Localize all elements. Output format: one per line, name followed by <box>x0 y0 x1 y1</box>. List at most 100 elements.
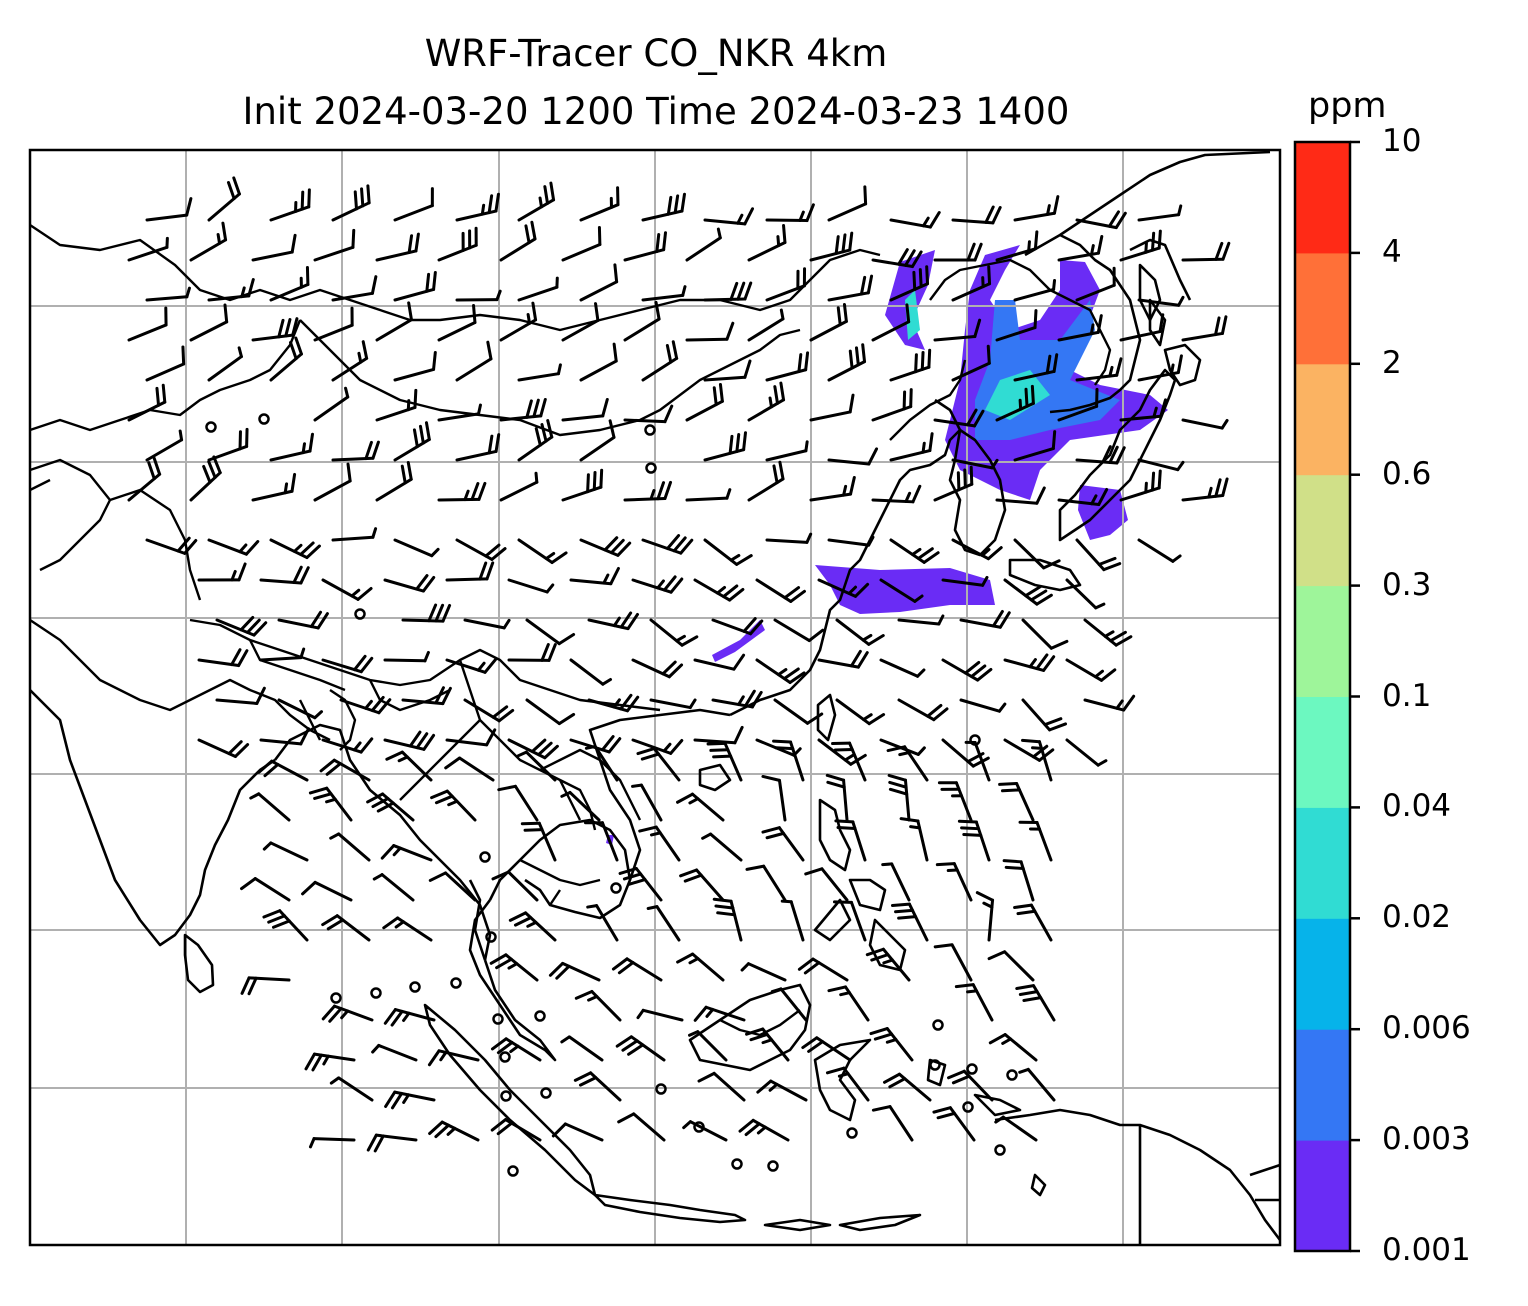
wind-barb-shaft <box>765 449 808 462</box>
wind-barb-feather <box>849 476 856 496</box>
wind-barb-feather <box>1031 744 1049 759</box>
wind-barb-feather <box>966 989 979 994</box>
wind-barb-shaft <box>579 435 616 462</box>
wind-barb-feather <box>1042 559 1061 570</box>
wind-barb-shaft <box>455 357 493 382</box>
wind-barb-feather <box>382 916 400 930</box>
wind-barb-feather <box>370 695 385 713</box>
wind-barb-feather <box>921 216 930 228</box>
colorbar-tick-label: 0.02 <box>1382 899 1452 936</box>
wind-barb-feather <box>496 1121 514 1136</box>
wind-barb-feather <box>842 302 848 323</box>
colorbar-tick-label: 0.003 <box>1382 1121 1471 1158</box>
wind-barb-feather <box>804 351 810 372</box>
wind-barb-feather <box>300 190 305 211</box>
wind-barb-feather <box>239 615 255 632</box>
wind-barb-shaft <box>437 320 477 342</box>
wind-barb-feather <box>1096 314 1103 334</box>
wind-barb-feather <box>922 551 940 564</box>
wind-barb-feather <box>230 569 237 582</box>
colorbar-segment <box>1295 142 1350 254</box>
wind-barb-feather <box>897 915 918 920</box>
calm-wind-circle <box>499 1051 511 1063</box>
wind-barb-feather <box>980 548 991 557</box>
calm-wind-circle <box>962 1101 974 1113</box>
wind-barb-shaft <box>377 1043 418 1062</box>
wind-barb-shaft <box>257 792 291 822</box>
wind-barb-feather <box>421 575 436 593</box>
wind-barb-feather <box>371 527 378 539</box>
wind-barb-feather <box>772 464 779 485</box>
wind-barb-feather <box>249 792 261 800</box>
calm-wind-circle <box>767 1160 779 1172</box>
wind-barb-feather <box>622 872 643 881</box>
wind-barb-feather <box>430 547 440 558</box>
wind-barb-feather <box>665 343 673 364</box>
wind-barb-feather <box>237 346 243 359</box>
wind-barb-feather <box>994 1115 1005 1124</box>
wind-barb-feather <box>439 1050 448 1062</box>
wind-barb-feather <box>246 618 261 634</box>
wind-barb-feather <box>966 242 976 262</box>
wind-barb-shaft <box>269 841 309 862</box>
wind-barb-feather <box>1115 357 1123 377</box>
wind-barb-feather <box>836 306 842 327</box>
wind-barb-feather <box>776 668 788 677</box>
wind-barb-feather <box>161 383 167 404</box>
wind-barb-feather <box>806 712 824 725</box>
wind-barb-feather <box>662 742 672 753</box>
wind-barb-shaft <box>127 245 169 262</box>
colorbar-tick-label: 0.3 <box>1382 566 1432 603</box>
wind-barb-feather <box>540 423 548 443</box>
wind-barb-feather <box>539 397 547 418</box>
colorbar-tick-label: 2 <box>1382 344 1402 381</box>
wind-barb-feather <box>1031 746 1043 750</box>
wind-barb-feather <box>1000 788 1021 793</box>
wind-barb-feather <box>238 543 248 554</box>
wind-barb-feather <box>1021 738 1041 744</box>
wind-barb-feather <box>1002 859 1023 864</box>
wind-barb-feather <box>340 1009 350 1020</box>
wind-barb-feather <box>867 535 875 547</box>
wind-barb-shaft <box>693 738 737 745</box>
wind-barb-feather <box>1101 445 1112 464</box>
wind-barb-feather <box>987 950 1007 961</box>
wind-barb-shaft <box>950 943 973 982</box>
wind-barb-shaft <box>331 535 375 542</box>
wind-barb-feather <box>508 911 528 922</box>
wind-barb-feather <box>688 698 697 710</box>
map-title-line-2: Init 2024-03-20 1200 Time 2024-03-23 140… <box>242 90 1070 133</box>
wind-barb-feather <box>390 1009 404 1027</box>
wind-barb-feather <box>1049 639 1069 650</box>
wind-barb-feather <box>749 1032 769 1042</box>
wind-barb-feather <box>422 733 436 751</box>
wind-barb-feather <box>981 575 989 587</box>
wind-barb-feather <box>555 964 571 980</box>
wind-barb-feather <box>447 799 459 807</box>
wind-barb-feather <box>534 471 539 484</box>
wind-barb-feather <box>843 753 855 762</box>
wind-barb-feather <box>909 825 922 830</box>
wind-barb-feather <box>463 489 470 502</box>
wind-barb-feather <box>247 976 258 996</box>
calm-wind-circle <box>507 1165 519 1177</box>
wind-barb-shaft <box>696 1030 728 1062</box>
wind-barb-feather <box>863 185 868 206</box>
wind-barb-feather <box>308 786 329 795</box>
wind-barb-feather <box>834 235 840 256</box>
wind-barb-feather <box>1207 486 1213 499</box>
wind-barb-feather <box>1016 909 1037 916</box>
wind-barb-feather <box>861 633 873 642</box>
wind-barb-feather <box>299 727 310 746</box>
wind-barb-shaft <box>973 740 991 782</box>
sri-lanka <box>183 933 215 994</box>
wind-barb-feather <box>406 461 413 481</box>
wind-barb-feather <box>756 1079 773 1094</box>
wind-barb-shaft <box>525 698 561 726</box>
wind-barb-feather <box>152 456 162 476</box>
australia-tip <box>1249 1163 1281 1202</box>
wind-barb-feather <box>477 481 487 501</box>
wind-barb-shaft <box>632 1112 666 1142</box>
wind-barb-shaft <box>820 867 849 902</box>
wind-barb-feather <box>1024 387 1029 408</box>
